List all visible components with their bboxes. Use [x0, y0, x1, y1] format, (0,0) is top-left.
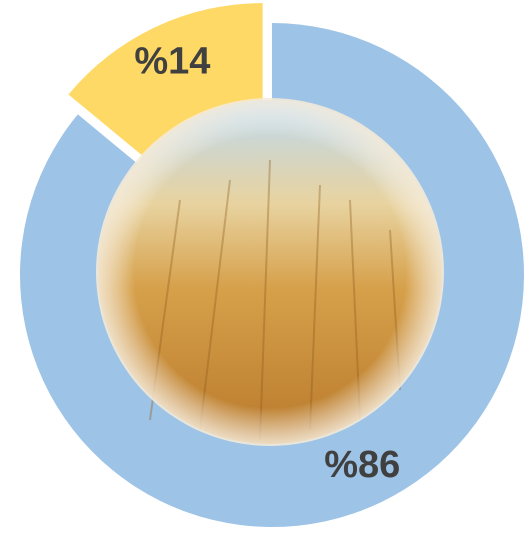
labels: %86 %14: [134, 40, 400, 486]
center-image: [96, 98, 444, 446]
image-fade: [96, 98, 444, 446]
value-label: %86: [324, 444, 400, 486]
value-label: %14: [134, 40, 210, 82]
